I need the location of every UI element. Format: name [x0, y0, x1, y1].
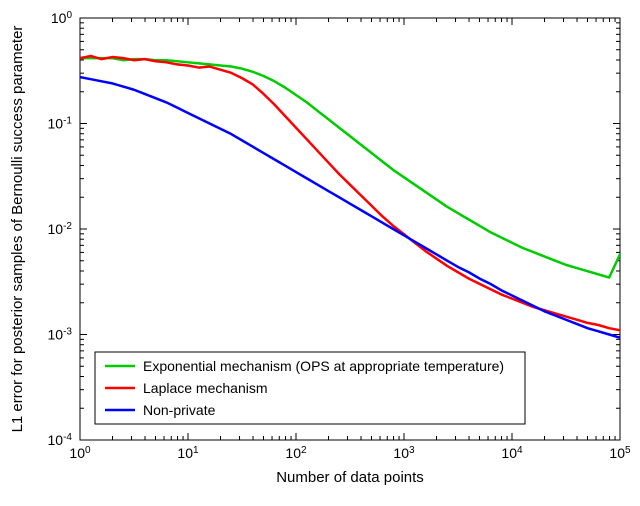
- x-tick-label: 105: [609, 445, 631, 462]
- x-tick-label: 101: [177, 445, 199, 462]
- y-axis-label: L1 error for posterior samples of Bernou…: [9, 26, 26, 433]
- legend: Exponential mechanism (OPS at appropriat…: [95, 352, 525, 424]
- x-tick-label: 103: [393, 445, 415, 462]
- x-tick-label: 102: [285, 445, 307, 462]
- x-tick-label: 100: [69, 445, 91, 462]
- y-tick-label: 10-2: [48, 221, 73, 238]
- legend-label-2: Non-private: [143, 402, 216, 418]
- legend-label-0: Exponential mechanism (OPS at appropriat…: [143, 358, 504, 374]
- x-tick-label: 104: [501, 445, 523, 462]
- y-tick-label: 10-3: [48, 326, 73, 343]
- y-tick-label: 100: [51, 10, 73, 27]
- line-chart: 10010110210310410510-410-310-210-1100Num…: [0, 0, 640, 506]
- y-tick-label: 10-1: [48, 115, 73, 132]
- chart-container: 10010110210310410510-410-310-210-1100Num…: [0, 0, 640, 506]
- x-axis-label: Number of data points: [276, 469, 424, 486]
- legend-label-1: Laplace mechanism: [143, 380, 268, 396]
